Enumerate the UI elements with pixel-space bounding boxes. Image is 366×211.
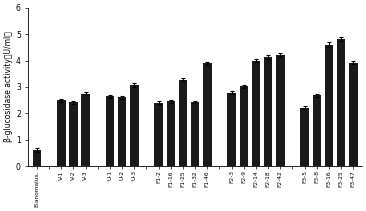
- Bar: [300, 108, 309, 166]
- Bar: [130, 85, 139, 166]
- Bar: [240, 86, 248, 166]
- Bar: [337, 39, 346, 166]
- Bar: [57, 100, 66, 166]
- Bar: [118, 97, 126, 166]
- Bar: [81, 93, 90, 166]
- Bar: [227, 93, 236, 166]
- Bar: [203, 63, 212, 166]
- Y-axis label: β-glucosidase activity（U/ml）: β-glucosidase activity（U/ml）: [4, 31, 13, 142]
- Bar: [154, 103, 163, 166]
- Bar: [191, 102, 199, 166]
- Bar: [252, 61, 260, 166]
- Bar: [179, 80, 187, 166]
- Bar: [167, 101, 175, 166]
- Bar: [69, 102, 78, 166]
- Bar: [33, 150, 41, 166]
- Bar: [325, 45, 333, 166]
- Bar: [106, 96, 114, 166]
- Bar: [349, 63, 358, 166]
- Bar: [313, 95, 321, 166]
- Bar: [264, 57, 272, 166]
- Bar: [276, 55, 285, 166]
